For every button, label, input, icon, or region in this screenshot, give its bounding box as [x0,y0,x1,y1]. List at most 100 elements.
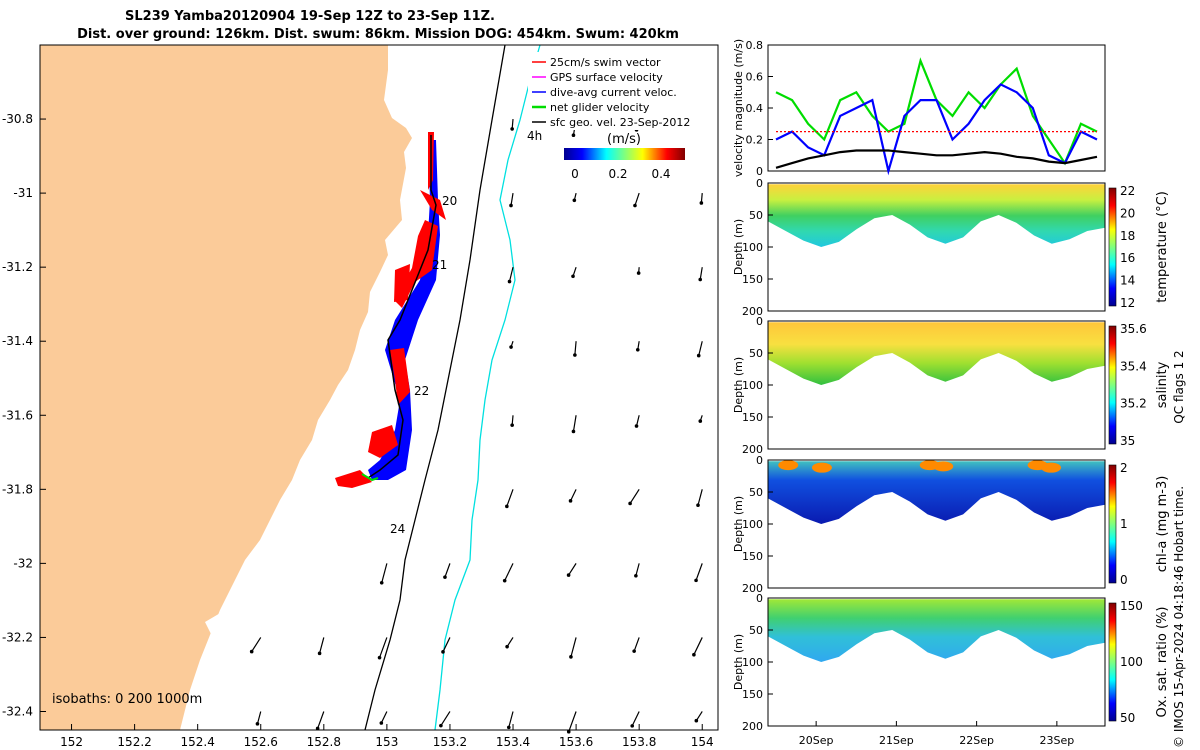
sfc-vel-arrowhead [249,649,254,654]
sfc-vel-arrowhead [439,723,443,728]
colorbar-tick-label: 14 [1120,274,1135,288]
sfc-vel-arrowhead [315,726,320,731]
map-xtick-label: 153.2 [433,735,467,749]
sfc-vel-arrowhead [510,127,514,131]
sfc-vel-arrow [569,489,577,502]
sfc-vel-arrow [508,711,514,728]
velocity-series-line [775,149,1098,169]
map-xtick-label: 152.8 [307,735,341,749]
sfc-vel-arrowhead [573,353,577,357]
sfc-vel-arrowhead [507,279,512,284]
map-legend: 25cm/s swim vector GPS surface velocity … [527,52,706,143]
map-ytick-label: -32 [13,556,33,570]
legend-swim: 25cm/s swim vector [550,56,661,69]
velocity-axes: 0 0.2 0.4 0.6 0.8 [746,39,773,178]
map-colorbar-label: (m/s) [607,132,641,147]
legend-note: 4h [527,129,542,143]
section-data-field [768,184,1105,247]
section-ylabel: Depth (m) [732,219,745,275]
sfc-vel-arrow [440,711,451,726]
isobath-legend: isobaths: 0 200 1000m [52,692,202,707]
map-xtick-label: 153.4 [496,735,530,749]
section-ylabel: Depth (m) [732,357,745,413]
day-label-22: 22 [414,384,429,398]
legend-sfc: sfc geo. vel. 23-Sep-2012 [550,116,690,129]
sfc-vel-arrowhead [572,198,577,203]
sfc-vel-arrow [256,711,262,725]
chla-hotspot [811,462,832,473]
section-ylabel: Depth (m) [732,496,745,552]
velocity-ytick-label: 0.8 [746,39,764,52]
section-ytick-label: 50 [749,486,763,499]
section-ytick-label: 100 [742,379,763,392]
isobath-200m [364,44,506,731]
velocity-series-line [775,83,1098,176]
section-data-field [768,461,1105,524]
map-xtick-label: 152.6 [244,735,278,749]
map-estuary [205,612,244,646]
sfc-vel-arrowhead [379,721,384,725]
sfc-vel-arrow [506,637,514,647]
sfc-vel-arrowhead [255,722,260,726]
map-xtick-label: 154 [691,735,714,749]
legend-gps: GPS surface velocity [550,71,663,84]
colorbar-tick-label: 35.2 [1120,397,1147,411]
colorbar-tick-label: 150 [1120,599,1143,613]
time-tick-label: 23Sep [1039,734,1074,747]
sfc-vel-arrow [698,341,703,356]
sfc-vel-arrowhead [377,655,382,660]
sfc-vel-arrowhead [696,503,700,508]
sfc-vel-arrow [504,563,514,581]
sfc-vel-arrow [570,637,577,658]
section-temperature: 0 50 100 150 200 Depth (m) 22 20 18 16 14 12 tempera… [732,177,1170,318]
track-line [367,135,437,479]
day-label-21: 21 [432,258,447,272]
colorbar-tick-label: 100 [1120,655,1143,669]
track-swim-red [335,132,446,488]
colorbar-tick-label: 1 [1120,517,1128,531]
sfc-vel-arrowhead [694,578,698,583]
sfc-vel-arrowhead [441,650,445,654]
section-ytick-label: 0 [756,177,763,190]
map-colorbar: (m/s) 0 0.2 0.4 [564,132,685,181]
sfc-vel-arrow [693,637,703,655]
sfc-vel-arrow [378,637,388,658]
sfc-vel-arrowhead [566,729,571,734]
section-ytick-label: 200 [742,443,763,456]
colorbar-tick-label: 35.6 [1120,322,1147,336]
time-axis: 20Sep 21Sep 22Sep 23Sep [799,721,1074,747]
map-frame [39,44,719,731]
colorbar-tick-label: 35.4 [1120,359,1147,373]
sfc-vel-arrowhead [509,345,513,349]
title-line-1: SL239 Yamba20120904 19-Sep 12Z to 23-Sep… [125,9,495,24]
sfc-vel-arrowhead [568,499,573,503]
sfc-vel-arrowhead [566,573,571,577]
section-colorbar [1108,602,1117,722]
sfc-vel-arrow [319,637,325,654]
section-ytick-label: 50 [749,209,763,222]
section-ytick-label: 0 [756,592,763,605]
sfc-vel-arrow [695,711,703,722]
sfc-vel-arrow [251,637,262,652]
sfc-vel-arrowhead [317,651,322,656]
sfc-vel-arrowhead [505,644,509,649]
imos-credit: © IMOS 15-Apr-2024 04:18:46 Hobart time. [1172,486,1186,748]
sfc-vel-arrowhead [635,347,640,352]
sfc-vel-arrowhead [443,575,447,579]
sfc-vel-arrowhead [634,424,639,428]
map-xtick-label: 152.2 [117,735,151,749]
sfc-vel-arrowhead [506,725,511,730]
sfc-vel-arrowhead [510,423,514,427]
sfc-vel-arrow [568,563,577,576]
qc-note: QC flags 1 2 [1172,350,1186,423]
sfc-vel-arrowhead [633,203,637,208]
sfc-vel-arrow [633,637,640,652]
sfc-vel-arrowhead [571,274,575,279]
sfc-vel-arrowhead [699,201,704,205]
velocity-ytick-label: 0.2 [746,134,764,147]
map-colorbar-gradient [564,148,685,160]
sfc-vel-arrowhead [509,203,513,208]
section-ylabel: Depth (m) [732,634,745,690]
sfc-vel-arrow [572,415,577,432]
